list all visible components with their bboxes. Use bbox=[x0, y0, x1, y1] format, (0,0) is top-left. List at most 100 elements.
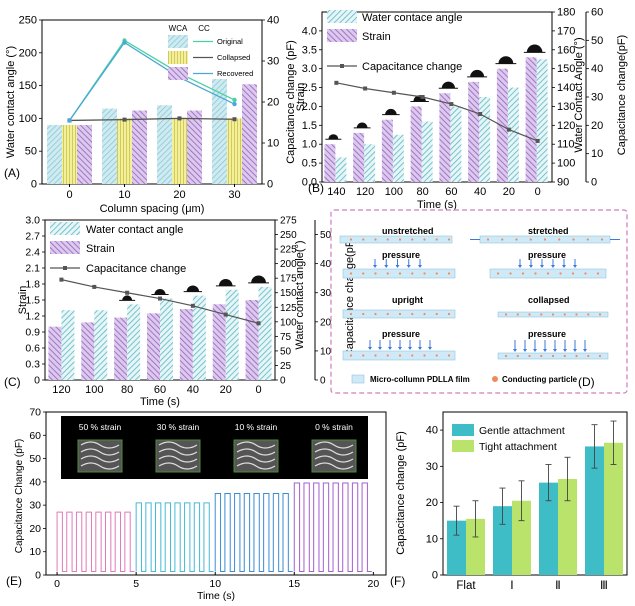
conducting-particle bbox=[447, 272, 451, 275]
conducting-particle bbox=[543, 238, 547, 241]
b-x-tick-label: 60 bbox=[445, 186, 457, 198]
a-y-tick-label: 250 bbox=[19, 15, 37, 27]
b-y2-label: Water Contact Angle (°) bbox=[573, 37, 585, 152]
c-bar-wca bbox=[225, 289, 239, 380]
b-bar-strain bbox=[468, 81, 480, 182]
conducting-particle bbox=[374, 238, 377, 241]
a-y2-tick-label: 20 bbox=[267, 97, 279, 109]
f-y-tick-label: 30 bbox=[426, 461, 438, 473]
e-sensor-mesh bbox=[236, 462, 276, 470]
pressure-arrow-head bbox=[513, 349, 517, 352]
b-bar-strain bbox=[353, 132, 365, 182]
b-y2-tick-label: 100 bbox=[557, 158, 575, 170]
c-y2-tick-label: 250 bbox=[280, 230, 297, 241]
e-y-tick-label: 0 bbox=[35, 570, 41, 582]
pressure-arrow-head bbox=[523, 349, 527, 352]
c-y2-tick-label: 125 bbox=[280, 303, 297, 314]
b-line-marker bbox=[420, 95, 425, 99]
conducting-particle bbox=[600, 238, 604, 241]
b-y2-tick-label: 130 bbox=[557, 101, 575, 113]
f-legend-swatch bbox=[452, 440, 474, 452]
conducting-particle bbox=[362, 238, 365, 241]
a-legend-label: Collapsed bbox=[217, 53, 250, 62]
conducting-particle bbox=[559, 272, 562, 275]
conducting-particle bbox=[398, 312, 402, 316]
b-y3-label: Capacitance change(pF) bbox=[616, 35, 628, 155]
c-x-tick-label: 120 bbox=[52, 384, 70, 396]
conducting-particle bbox=[586, 238, 589, 241]
f-x-tick-label: Flat bbox=[456, 580, 476, 592]
c-y3-tick-label: 20 bbox=[320, 317, 332, 328]
conducting-particle bbox=[540, 354, 543, 358]
panel-d-diagram: unstretched stretched pressure pressure … bbox=[330, 209, 628, 394]
c-y-tick-label: 0 bbox=[34, 375, 40, 387]
a-bar-collapsed bbox=[227, 118, 242, 184]
conducting-particle bbox=[504, 354, 508, 358]
e-y-tick-label: 10 bbox=[29, 546, 41, 558]
b-bar-strain bbox=[525, 57, 537, 183]
conducting-particle bbox=[521, 272, 525, 275]
b-y3-tick-label: 10 bbox=[591, 148, 603, 160]
e-sensor-mesh bbox=[236, 441, 276, 449]
a-legend-label: Original bbox=[217, 37, 243, 46]
conducting-particle bbox=[423, 312, 426, 316]
f-bar-0 bbox=[493, 506, 512, 575]
e-x-tick-label: 0 bbox=[54, 578, 60, 590]
conducting-particle bbox=[398, 354, 402, 357]
c-line-marker bbox=[59, 277, 64, 282]
b-y-tick-label: 0.0 bbox=[302, 177, 317, 189]
conducting-particle bbox=[386, 354, 389, 357]
a-y2-tick-label: 0 bbox=[267, 179, 273, 191]
b-legend-marker bbox=[340, 64, 344, 68]
a-y-tick-label: 150 bbox=[19, 80, 37, 92]
b-x-tick-label: 140 bbox=[327, 186, 345, 198]
b-line-marker bbox=[506, 127, 511, 132]
label-stretched: stretched bbox=[528, 226, 569, 236]
c-line-marker bbox=[92, 284, 97, 289]
b-bar-wca bbox=[335, 157, 347, 182]
conducting-particle bbox=[571, 272, 575, 275]
conducting-particle bbox=[546, 272, 550, 275]
b-y-tick-label: 3.0 bbox=[302, 63, 317, 75]
c-bar-wca bbox=[61, 310, 75, 380]
a-bar-collapsed bbox=[172, 118, 187, 184]
f-legend-label: Gentle attachment bbox=[479, 425, 565, 437]
panel-e: 0 10 20 30 40 50 60 70 Capacitance Change (pF) 0 5… bbox=[14, 407, 387, 602]
b-y3-tick-label: 0 bbox=[591, 177, 597, 189]
conducting-particle bbox=[411, 354, 414, 357]
b-y-tick-label: 1.0 bbox=[302, 139, 317, 151]
c-y-tick-label: 1.8 bbox=[25, 279, 40, 291]
c-bar-wca bbox=[192, 295, 206, 380]
conducting-particle bbox=[398, 272, 402, 275]
c-y2-tick-label: 225 bbox=[280, 245, 297, 256]
a-legend-swatch-bar bbox=[168, 51, 188, 64]
f-legend-label: Tight attachment bbox=[479, 441, 557, 453]
b-bar-strain bbox=[496, 68, 508, 182]
c-line-marker bbox=[125, 290, 130, 295]
f-bar-1 bbox=[512, 500, 531, 575]
e-strain-label: 10 % strain bbox=[235, 422, 278, 432]
c-bar-wca bbox=[258, 286, 272, 380]
conducting-particle bbox=[516, 354, 519, 358]
pressure-arrow-head bbox=[378, 347, 382, 350]
b-bar-strain bbox=[381, 119, 393, 182]
f-bar-0 bbox=[585, 446, 604, 575]
conducting-particle bbox=[572, 238, 575, 241]
f-bar-1 bbox=[466, 518, 485, 575]
b-bar-wca bbox=[536, 59, 548, 182]
diagram-dashed-border bbox=[330, 209, 628, 394]
conducting-particle bbox=[362, 312, 365, 316]
e-sensor-mesh bbox=[314, 462, 354, 470]
pressure-arrow-head bbox=[518, 265, 522, 268]
b-bar-strain bbox=[324, 144, 336, 182]
water-drop-icon bbox=[328, 134, 339, 140]
film-unstretched-top bbox=[339, 235, 453, 244]
b-bar-wca bbox=[364, 144, 376, 182]
a-legend-swatch-bar bbox=[168, 35, 188, 48]
conducting-particle bbox=[349, 238, 353, 241]
panel-label-b: (B) bbox=[308, 181, 324, 195]
f-y-tick-label: 0 bbox=[432, 570, 438, 582]
pressure-arrow-head bbox=[408, 347, 412, 350]
conducting-particle bbox=[362, 354, 365, 357]
e-sensor-mesh bbox=[158, 441, 198, 449]
